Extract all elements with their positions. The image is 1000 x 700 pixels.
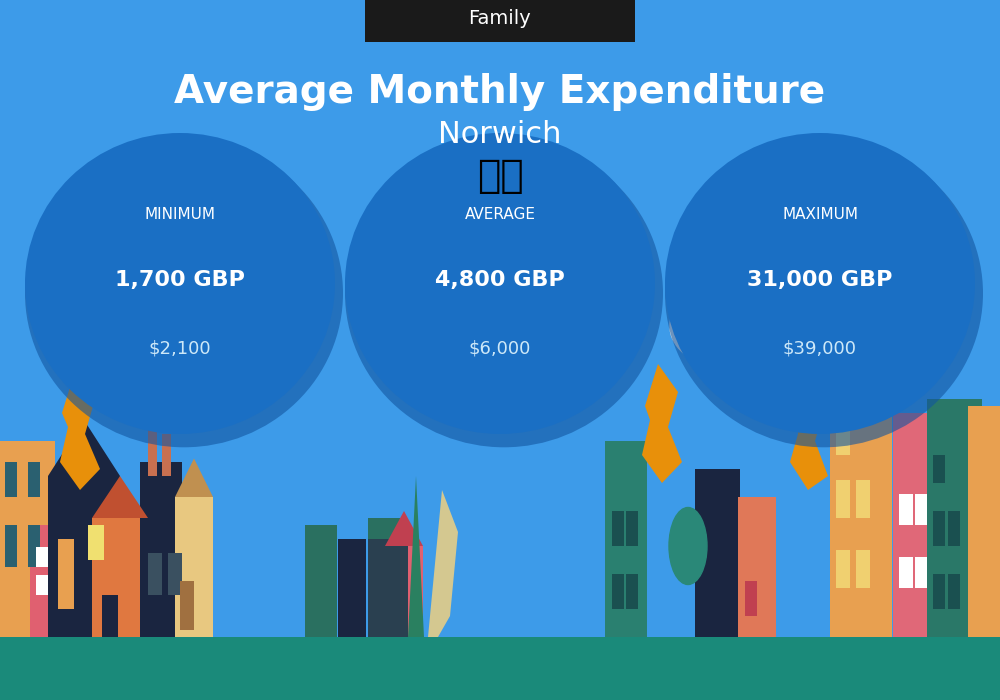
- Bar: [338, 539, 366, 637]
- Bar: [88, 525, 104, 560]
- Bar: [626, 511, 638, 546]
- Bar: [695, 469, 740, 637]
- Bar: [856, 480, 870, 518]
- Bar: [36, 547, 48, 567]
- Bar: [915, 556, 927, 588]
- Polygon shape: [408, 476, 424, 637]
- Bar: [830, 385, 892, 637]
- Bar: [162, 434, 171, 476]
- Bar: [385, 546, 423, 637]
- Text: $6,000: $6,000: [469, 340, 531, 357]
- Bar: [612, 574, 624, 609]
- Ellipse shape: [345, 133, 655, 434]
- Bar: [28, 525, 40, 567]
- Bar: [626, 574, 638, 609]
- Bar: [933, 574, 945, 609]
- Bar: [745, 581, 757, 616]
- Polygon shape: [385, 511, 423, 546]
- Polygon shape: [790, 378, 828, 490]
- Bar: [5, 462, 17, 497]
- Bar: [0, 441, 55, 637]
- Text: 1,700 GBP: 1,700 GBP: [115, 270, 245, 290]
- Bar: [0, 637, 1000, 700]
- Bar: [605, 441, 647, 637]
- Ellipse shape: [703, 274, 773, 341]
- Polygon shape: [60, 371, 100, 490]
- Bar: [738, 497, 776, 637]
- Bar: [92, 518, 148, 637]
- Text: MAXIMUM: MAXIMUM: [782, 206, 858, 222]
- Ellipse shape: [180, 287, 270, 364]
- Text: 🇬🇧: 🇬🇧: [477, 158, 523, 195]
- Bar: [36, 575, 48, 595]
- Ellipse shape: [665, 139, 983, 447]
- Text: $2,100: $2,100: [149, 340, 211, 357]
- Bar: [168, 553, 182, 595]
- Bar: [968, 406, 1000, 637]
- Ellipse shape: [238, 276, 312, 346]
- Bar: [893, 413, 935, 637]
- Bar: [368, 539, 408, 637]
- Text: $39,000: $39,000: [783, 340, 857, 357]
- Bar: [836, 427, 850, 455]
- Ellipse shape: [25, 133, 335, 434]
- Text: AVERAGE: AVERAGE: [464, 206, 536, 222]
- Polygon shape: [92, 476, 148, 518]
- Ellipse shape: [670, 287, 760, 364]
- Bar: [180, 581, 194, 630]
- Bar: [948, 511, 960, 546]
- Bar: [948, 574, 960, 609]
- FancyBboxPatch shape: [365, 0, 635, 42]
- Bar: [368, 518, 400, 637]
- Bar: [899, 556, 913, 588]
- Ellipse shape: [210, 274, 280, 341]
- Bar: [305, 525, 337, 637]
- Bar: [148, 553, 162, 595]
- Bar: [140, 462, 182, 637]
- Ellipse shape: [669, 508, 707, 584]
- Bar: [5, 525, 17, 567]
- Bar: [933, 455, 945, 483]
- Bar: [102, 595, 118, 637]
- Polygon shape: [48, 420, 120, 476]
- Bar: [175, 497, 213, 637]
- Bar: [836, 480, 850, 518]
- Polygon shape: [175, 458, 213, 497]
- Bar: [612, 511, 624, 546]
- Bar: [915, 494, 927, 525]
- Text: Average Monthly Expenditure: Average Monthly Expenditure: [174, 74, 826, 111]
- Bar: [48, 476, 120, 637]
- Ellipse shape: [25, 139, 343, 447]
- Bar: [28, 462, 40, 497]
- Ellipse shape: [722, 276, 808, 346]
- Polygon shape: [428, 490, 458, 637]
- Text: Family: Family: [469, 8, 531, 28]
- Bar: [836, 550, 850, 588]
- Ellipse shape: [345, 139, 663, 447]
- Bar: [30, 525, 58, 637]
- Text: 4,800 GBP: 4,800 GBP: [435, 270, 565, 290]
- Bar: [899, 494, 913, 525]
- Text: 31,000 GBP: 31,000 GBP: [747, 270, 893, 290]
- Bar: [933, 511, 945, 546]
- Bar: [58, 539, 74, 609]
- Bar: [927, 399, 982, 637]
- Ellipse shape: [665, 133, 975, 434]
- Polygon shape: [642, 364, 682, 483]
- Text: Norwich: Norwich: [438, 120, 562, 149]
- Bar: [148, 427, 157, 476]
- Text: MINIMUM: MINIMUM: [144, 206, 216, 222]
- Bar: [856, 550, 870, 588]
